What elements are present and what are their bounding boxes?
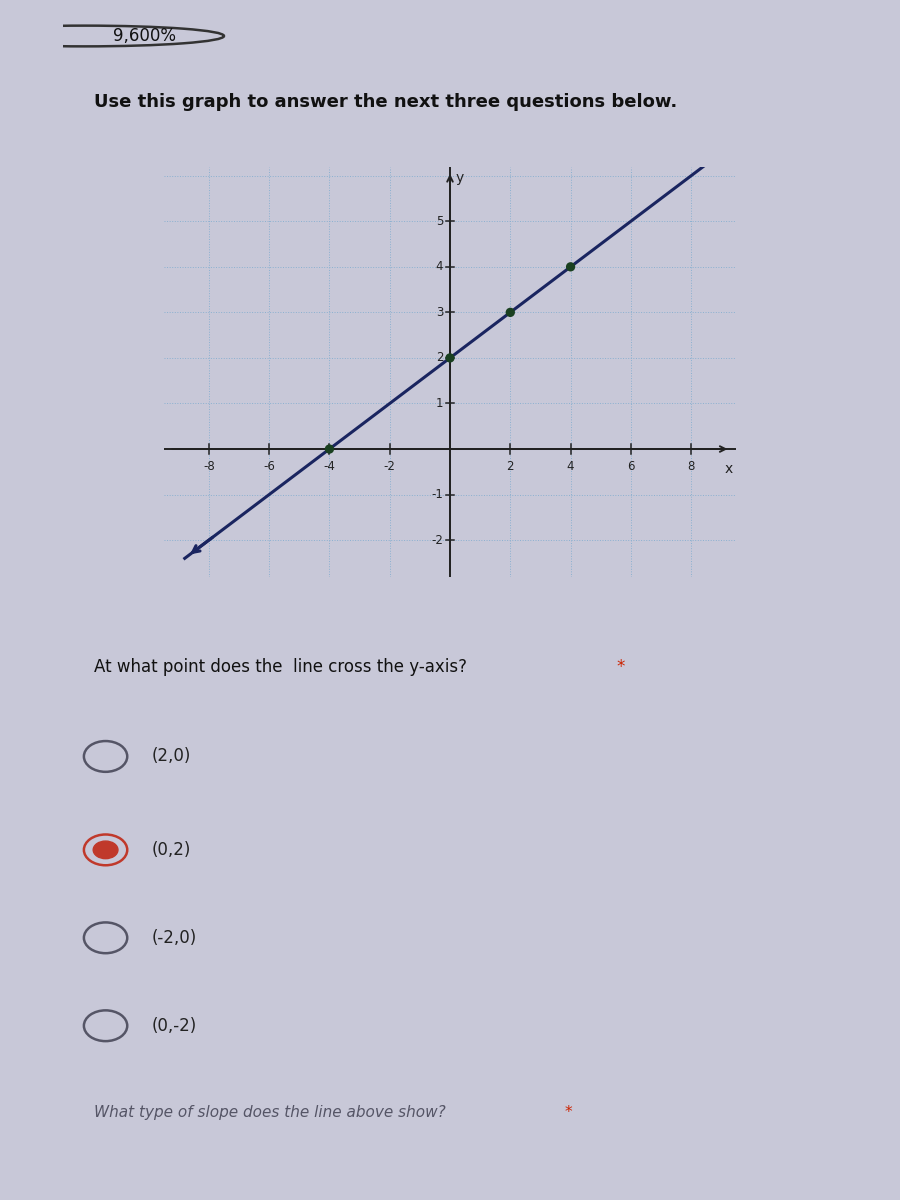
Text: -6: -6	[263, 461, 275, 474]
Text: -2: -2	[383, 461, 396, 474]
Text: Use this graph to answer the next three questions below.: Use this graph to answer the next three …	[94, 94, 677, 112]
Text: *: *	[616, 658, 625, 676]
Text: 4: 4	[436, 260, 444, 274]
Text: y: y	[455, 170, 464, 185]
Text: 9,600%: 9,600%	[113, 26, 176, 44]
Text: *: *	[564, 1105, 572, 1121]
Point	[563, 257, 578, 276]
Text: 8: 8	[688, 461, 695, 474]
Text: x: x	[724, 462, 733, 475]
Text: What type of slope does the line above show?: What type of slope does the line above s…	[94, 1105, 451, 1121]
Point	[443, 348, 457, 367]
Text: 5: 5	[436, 215, 444, 228]
Text: At what point does the  line cross the y-axis?: At what point does the line cross the y-…	[94, 658, 467, 676]
Text: -1: -1	[431, 488, 444, 502]
Text: (0,-2): (0,-2)	[152, 1016, 197, 1034]
Text: (2,0): (2,0)	[152, 748, 192, 766]
Text: 2: 2	[507, 461, 514, 474]
Text: 6: 6	[627, 461, 634, 474]
Text: (-2,0): (-2,0)	[152, 929, 197, 947]
Text: 2: 2	[436, 352, 444, 365]
Text: 4: 4	[567, 461, 574, 474]
Text: (0,2): (0,2)	[152, 841, 192, 859]
Text: 3: 3	[436, 306, 444, 319]
Point	[322, 439, 337, 458]
Text: 1: 1	[436, 397, 444, 410]
Point	[503, 302, 517, 322]
Text: -8: -8	[203, 461, 215, 474]
Circle shape	[94, 841, 118, 859]
Text: -4: -4	[323, 461, 336, 474]
Text: -2: -2	[431, 534, 444, 547]
